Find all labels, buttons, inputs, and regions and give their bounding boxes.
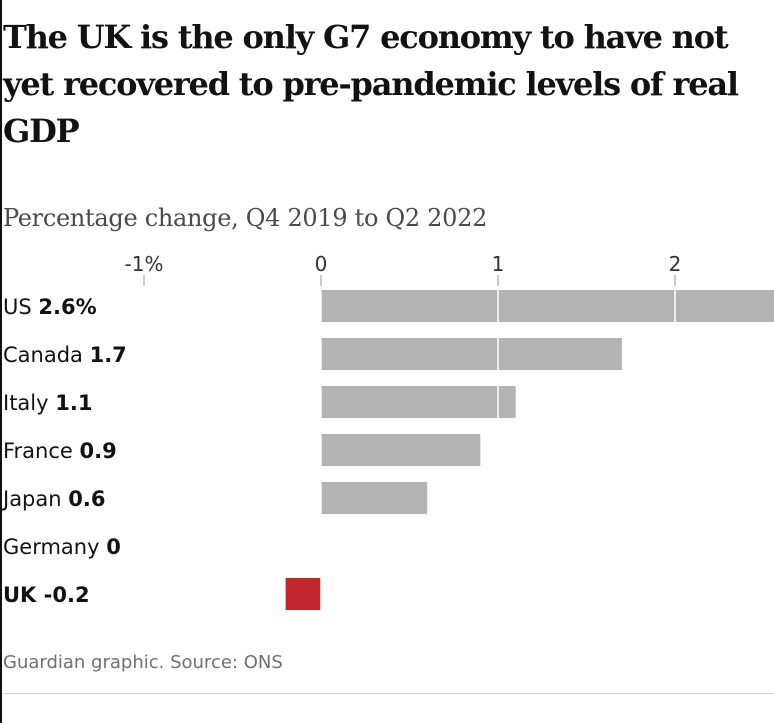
x-axis: -1% 0 1 2 [125,252,682,286]
bar-chart: -1% 0 1 2 US 2.6% Canada 1.7 Italy 1.1 France … [1,252,774,610]
row-label-france: France 0.9 [3,439,117,463]
bar-us [321,290,774,322]
value-label: 2.6% [38,295,96,319]
bar-uk [285,578,321,610]
row-label-germany: Germany 0 [3,535,121,559]
row-labels-group: US 2.6% Canada 1.7 Italy 1.1 France 0.9 Japa… [1,295,127,607]
gridlines-group [320,290,676,610]
chart-subtitle: Percentage change, Q4 2019 to Q2 2022 [3,204,488,232]
category-name: Germany [3,535,106,559]
tick-label-2: 2 [669,252,682,276]
source-note: Guardian graphic. Source: ONS [3,652,283,673]
category-name: Canada [3,343,90,367]
row-label-us: US 2.6% [3,295,97,319]
chart-title: The UK is the only G7 economy to have no… [3,18,739,150]
bar-france [321,434,481,466]
tick-label-1: 1 [492,252,505,276]
left-rule [0,0,2,723]
bars-group [285,290,774,610]
row-label-canada: Canada 1.7 [3,343,127,367]
value-label: 1.1 [55,391,92,415]
bar-canada [321,338,622,370]
category-name: US [3,295,38,319]
category-name: Italy [3,391,55,415]
row-label-uk: UK -0.2 [3,583,90,607]
value-label: 0.9 [80,439,117,463]
bar-italy [321,386,516,418]
category-name: Japan [1,487,68,511]
category-name: France [3,439,80,463]
value-label: 1.7 [90,343,127,367]
bar-japan [321,482,428,514]
row-label-italy: Italy 1.1 [3,391,92,415]
tick-label--1-: -1% [125,252,164,276]
row-label-japan: Japan 0.6 [1,487,105,511]
bottom-rule [3,693,774,694]
category-name: UK [3,583,44,607]
tick-label-0: 0 [315,252,328,276]
value-label: 0.6 [68,487,105,511]
value-label: -0.2 [44,583,90,607]
value-label: 0 [106,535,121,559]
